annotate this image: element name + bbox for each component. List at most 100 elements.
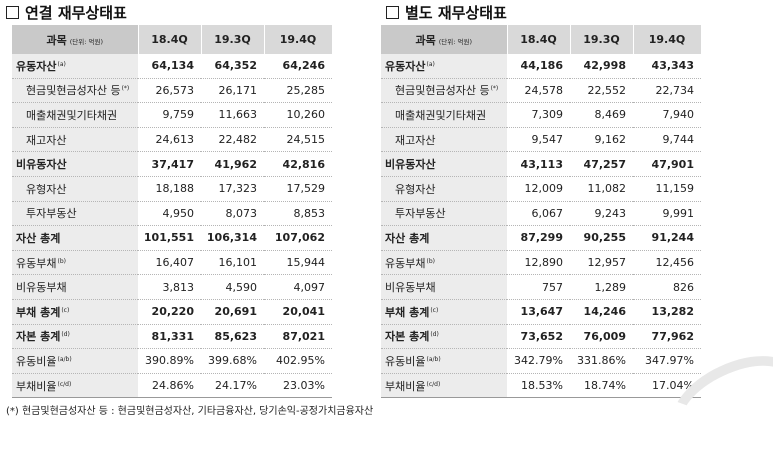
value-cell: 399.68% xyxy=(201,348,264,374)
table-row: 부채 총계(c) 20,220 20,691 20,041 xyxy=(12,299,332,325)
row-label: 유동부채(b) xyxy=(381,250,507,276)
value-cell: 24.86% xyxy=(138,373,201,399)
row-label-text: 비유동자산 xyxy=(385,158,436,172)
table-row: 부채비율(c/d) 18.53% 18.74% 17.04% xyxy=(381,373,701,399)
value-cell: 17,323 xyxy=(201,176,264,202)
value-cell: 7,940 xyxy=(633,102,701,128)
header-label-text: 과목 xyxy=(46,33,67,47)
row-label-text: 유동자산 xyxy=(16,59,57,73)
column-header-period: 19.3Q xyxy=(570,25,634,54)
table-row: 비유동부채 757 1,289 826 xyxy=(381,274,701,300)
row-label-text: 비유동부채 xyxy=(16,281,67,295)
row-label: 매출채권및기타채권 xyxy=(12,102,138,128)
value-cell: 9,759 xyxy=(138,102,201,128)
row-label: 부채 총계(c) xyxy=(12,299,138,325)
row-label-text: 유동부채 xyxy=(385,256,426,270)
value-cell: 91,244 xyxy=(633,225,701,251)
table-header-row: 과목 (단위: 억원) 18.4Q 19.3Q 19.4Q xyxy=(12,25,333,54)
unit-note: (단위: 억원) xyxy=(69,37,103,46)
value-cell: 43,113 xyxy=(507,151,570,177)
table-row: 자본 총계(d) 81,331 85,623 87,021 xyxy=(12,324,332,350)
row-label-text: 부채 총계 xyxy=(385,305,430,319)
consolidated-balance-table: 과목 (단위: 억원) 18.4Q 19.3Q 19.4Q 유동자산(a) 64,134 6… xyxy=(12,25,333,399)
row-label-text: 유동부채 xyxy=(16,256,57,270)
value-cell: 42,998 xyxy=(570,54,633,79)
row-label: 현금및현금성자산 등(*) xyxy=(381,78,507,104)
table-row: 투자부동산 4,950 8,073 8,853 xyxy=(12,201,332,227)
table-row: 비유동부채 3,813 4,590 4,097 xyxy=(12,274,332,300)
table-row: 자산 총계 87,299 90,255 91,244 xyxy=(381,225,701,251)
column-header-label: 과목 (단위: 억원) xyxy=(12,25,139,54)
row-label-text: 부채 총계 xyxy=(16,305,61,319)
row-label-text: 투자부동산 xyxy=(26,207,77,221)
row-label-text: 부채비율 xyxy=(16,379,57,393)
value-cell: 13,647 xyxy=(507,299,570,325)
row-label: 매출채권및기타채권 xyxy=(381,102,507,128)
value-cell: 9,243 xyxy=(570,201,633,227)
value-cell: 1,289 xyxy=(570,274,633,300)
row-label-text: 유형자산 xyxy=(395,182,436,196)
row-label-text: 부채비율 xyxy=(385,379,426,393)
table-row: 유동부채(b) 16,407 16,101 15,944 xyxy=(12,250,332,276)
column-header-label: 과목 (단위: 억원) xyxy=(381,25,508,54)
row-label: 유동비율(a/b) xyxy=(381,348,507,374)
row-label-text: 자산 총계 xyxy=(385,231,430,245)
value-cell: 81,331 xyxy=(138,324,201,350)
table-row: 비유동자산 37,417 41,962 42,816 xyxy=(12,151,332,177)
footnote-marker: (b) xyxy=(57,257,66,265)
row-label-text: 비유동부채 xyxy=(385,281,436,295)
value-cell: 4,950 xyxy=(138,201,201,227)
row-label: 유동자산(a) xyxy=(12,54,138,79)
value-cell: 47,257 xyxy=(570,151,633,177)
table-row: 자산 총계 101,551 106,314 107,062 xyxy=(12,225,332,251)
row-label-text: 유동비율 xyxy=(385,354,426,368)
value-cell: 331.86% xyxy=(570,348,633,374)
value-cell: 9,991 xyxy=(633,201,701,227)
value-cell: 20,691 xyxy=(201,299,264,325)
value-cell: 18,188 xyxy=(138,176,201,202)
value-cell: 13,282 xyxy=(633,299,701,325)
row-label: 비유동부채 xyxy=(12,274,138,300)
value-cell: 11,082 xyxy=(570,176,633,202)
table-row: 유형자산 12,009 11,082 11,159 xyxy=(381,176,701,202)
value-cell: 18.53% xyxy=(507,373,570,399)
row-label-text: 매출채권및기타채권 xyxy=(395,108,487,122)
value-cell: 390.89% xyxy=(138,348,201,374)
column-header-period: 18.4Q xyxy=(507,25,571,54)
value-cell: 16,101 xyxy=(201,250,264,276)
table-row: 유동자산(a) 44,186 42,998 43,343 xyxy=(381,54,701,79)
value-cell: 87,299 xyxy=(507,225,570,251)
table-row: 매출채권및기타채권 7,309 8,469 7,940 xyxy=(381,102,701,128)
value-cell: 757 xyxy=(507,274,570,300)
value-cell: 12,890 xyxy=(507,250,570,276)
footnote-marker: (c) xyxy=(61,306,70,314)
value-cell: 37,417 xyxy=(138,151,201,177)
value-cell: 4,590 xyxy=(201,274,264,300)
table-row: 재고자산 9,547 9,162 9,744 xyxy=(381,127,701,153)
value-cell: 64,352 xyxy=(201,54,264,79)
row-label: 유동부채(b) xyxy=(12,250,138,276)
table-row: 유동비율(a/b) 390.89% 399.68% 402.95% xyxy=(12,348,332,374)
footnote: (*) 현금및현금성자산 등 : 현금및현금성자산, 기타금융자산, 당기손익-… xyxy=(6,406,374,417)
row-label: 유동비율(a/b) xyxy=(12,348,138,374)
value-cell: 47,901 xyxy=(633,151,701,177)
value-cell: 44,186 xyxy=(507,54,570,79)
value-cell: 347.97% xyxy=(633,348,701,374)
table-row: 유동비율(a/b) 342.79% 331.86% 347.97% xyxy=(381,348,701,374)
value-cell: 4,097 xyxy=(264,274,332,300)
value-cell: 43,343 xyxy=(633,54,701,79)
value-cell: 76,009 xyxy=(570,324,633,350)
footnote-marker: (b) xyxy=(426,257,435,265)
table-row: 현금및현금성자산 등(*) 24,578 22,552 22,734 xyxy=(381,78,701,104)
value-cell: 20,220 xyxy=(138,299,201,325)
value-cell: 26,171 xyxy=(201,78,264,104)
table-row: 부채비율(c/d) 24.86% 24.17% 23.03% xyxy=(12,373,332,399)
row-label: 유형자산 xyxy=(12,176,138,202)
value-cell: 12,009 xyxy=(507,176,570,202)
row-label-text: 투자부동산 xyxy=(395,207,446,221)
footnote-marker: (c/d) xyxy=(426,380,441,388)
table-row: 자본 총계(d) 73,652 76,009 77,962 xyxy=(381,324,701,350)
value-cell: 11,663 xyxy=(201,102,264,128)
footnote-marker: (d) xyxy=(430,331,439,339)
row-label: 현금및현금성자산 등(*) xyxy=(12,78,138,104)
